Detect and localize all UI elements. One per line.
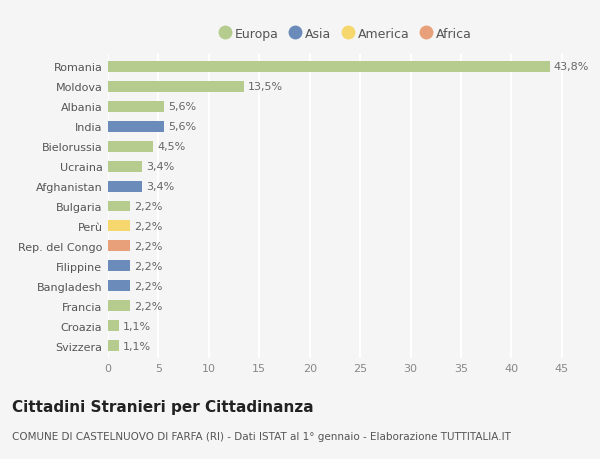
Text: 2,2%: 2,2% xyxy=(134,261,163,271)
Text: Cittadini Stranieri per Cittadinanza: Cittadini Stranieri per Cittadinanza xyxy=(12,399,314,414)
Text: 3,4%: 3,4% xyxy=(146,162,175,172)
Text: 1,1%: 1,1% xyxy=(123,321,151,331)
Bar xyxy=(108,321,119,331)
Text: 2,2%: 2,2% xyxy=(134,281,163,291)
Text: 5,6%: 5,6% xyxy=(169,102,197,112)
Text: COMUNE DI CASTELNUOVO DI FARFA (RI) - Dati ISTAT al 1° gennaio - Elaborazione TU: COMUNE DI CASTELNUOVO DI FARFA (RI) - Da… xyxy=(12,431,511,442)
Bar xyxy=(108,201,130,212)
Bar xyxy=(108,141,154,152)
Legend: Europa, Asia, America, Africa: Europa, Asia, America, Africa xyxy=(218,28,472,41)
Text: 2,2%: 2,2% xyxy=(134,241,163,252)
Bar xyxy=(108,82,244,92)
Text: 2,2%: 2,2% xyxy=(134,222,163,231)
Bar xyxy=(108,181,142,192)
Bar xyxy=(108,301,130,312)
Bar xyxy=(108,221,130,232)
Text: 4,5%: 4,5% xyxy=(157,142,185,152)
Bar xyxy=(108,121,164,132)
Text: 2,2%: 2,2% xyxy=(134,202,163,212)
Text: 3,4%: 3,4% xyxy=(146,182,175,191)
Bar xyxy=(108,101,164,112)
Text: 2,2%: 2,2% xyxy=(134,301,163,311)
Bar xyxy=(108,161,142,172)
Text: 13,5%: 13,5% xyxy=(248,82,283,92)
Bar xyxy=(108,341,119,352)
Text: 43,8%: 43,8% xyxy=(554,62,589,72)
Bar xyxy=(108,241,130,252)
Text: 1,1%: 1,1% xyxy=(123,341,151,351)
Text: 5,6%: 5,6% xyxy=(169,122,197,132)
Bar xyxy=(108,281,130,292)
Bar xyxy=(108,62,550,73)
Bar xyxy=(108,261,130,272)
